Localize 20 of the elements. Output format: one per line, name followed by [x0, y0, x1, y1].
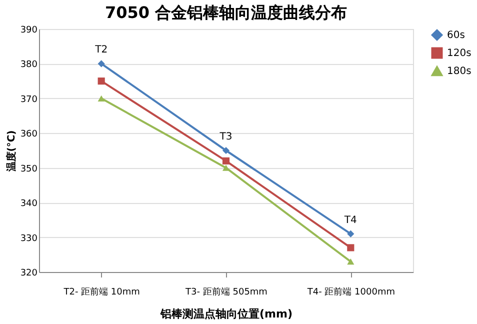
legend-label: 180s — [447, 66, 472, 77]
y-tick-label: 390 — [20, 26, 38, 36]
y-axis-title: 温度(°C) — [5, 130, 18, 173]
y-tick-label: 350 — [20, 164, 38, 174]
y-tick-label: 380 — [20, 60, 38, 70]
x-tick-label: T3- 距前端 505mm — [184, 286, 268, 298]
x-tick-label: T2- 距前端 10mm — [62, 286, 140, 298]
x-axis-title: 铝棒测温点轴向位置(mm) — [160, 308, 292, 320]
y-tick-label: 370 — [20, 94, 38, 105]
y-tick-label: 360 — [20, 130, 38, 140]
annotation: T2 — [94, 44, 108, 56]
chart-title: 7050 合金铝棒轴向温度曲线分布 — [104, 3, 348, 22]
annotation: T4 — [343, 214, 357, 226]
y-tick-label: 340 — [20, 199, 38, 210]
legend-label: 120s — [447, 48, 472, 59]
y-tick-label: 320 — [20, 268, 38, 278]
annotation: T3 — [218, 132, 232, 142]
legend-label: 60s — [447, 30, 465, 41]
x-tick-label: T4- 距前端 1000mm — [306, 286, 395, 298]
y-tick-label: 330 — [20, 234, 38, 244]
